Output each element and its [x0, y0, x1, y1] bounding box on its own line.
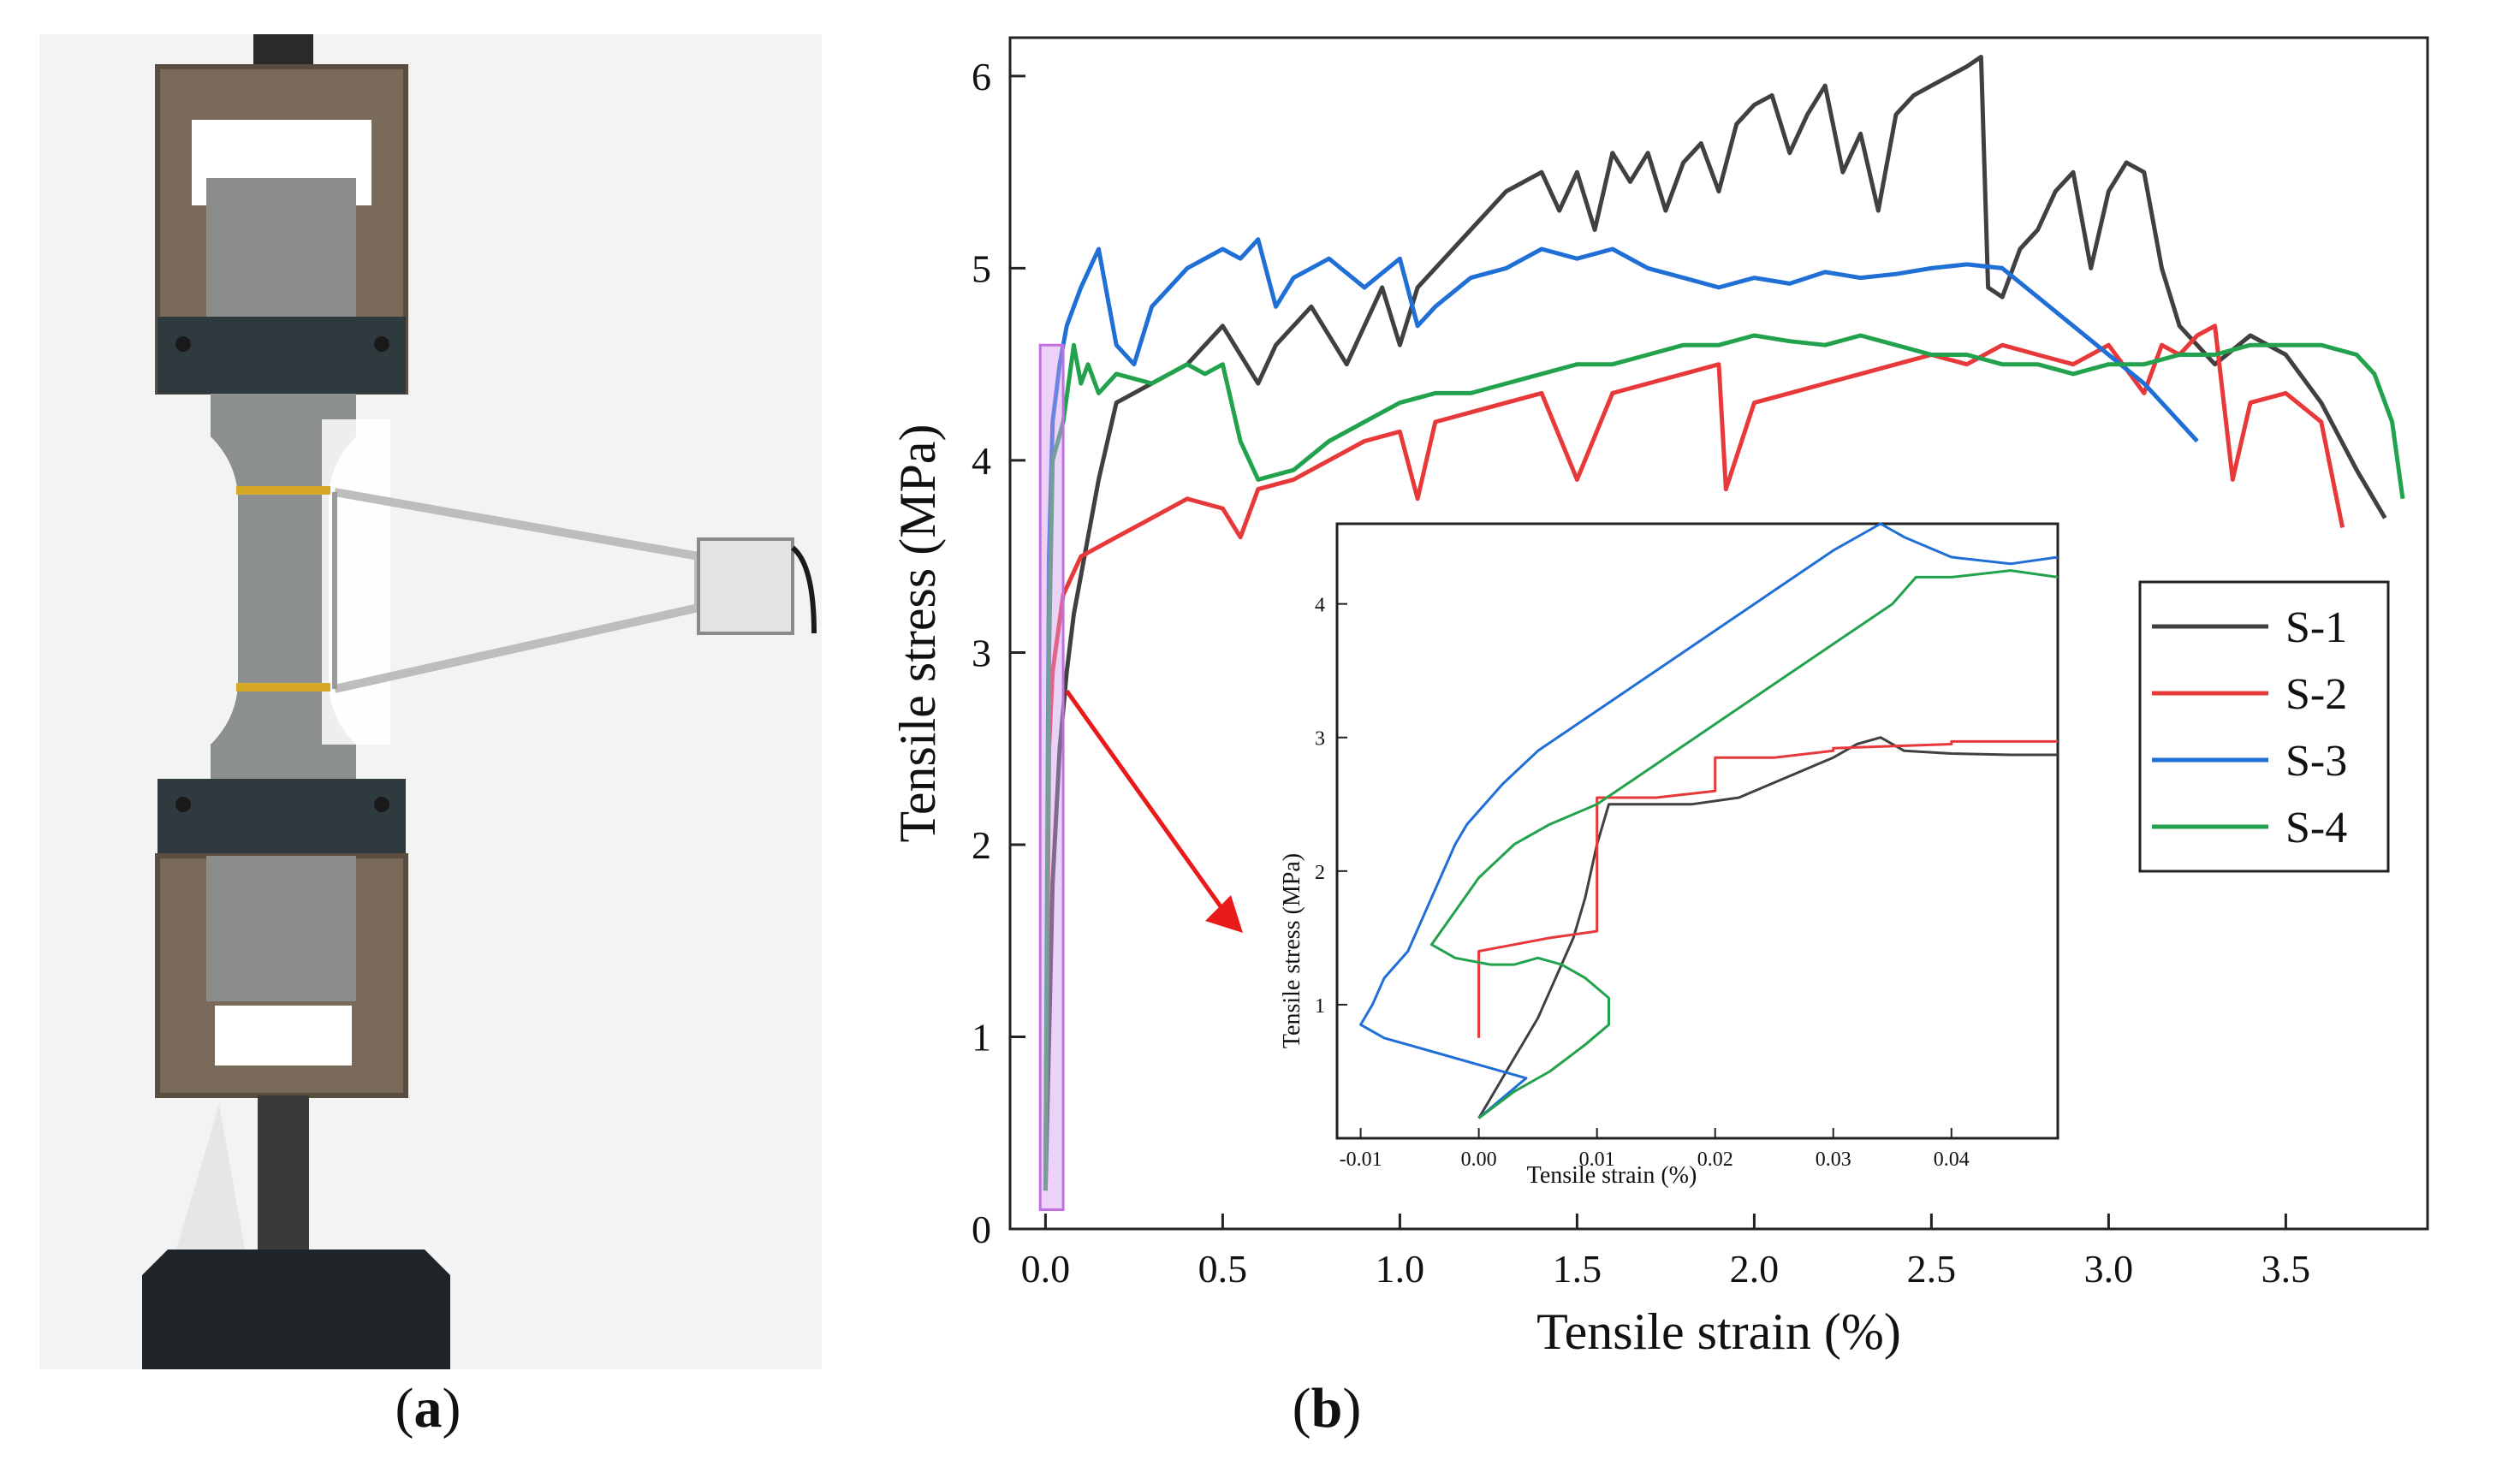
legend-box: [2138, 580, 2390, 873]
legend-label: S-2: [2285, 670, 2347, 719]
y-tick-label: 3: [972, 631, 991, 674]
bolt-icon: [374, 797, 389, 812]
legend: S-1 S-2 S-3 S-4: [2138, 580, 2390, 873]
lower-clamp-window: [215, 1006, 352, 1065]
inset-y-tick-label: 3: [1315, 728, 1325, 751]
x-tick-label: 1.5: [1553, 1247, 1602, 1291]
inset-frame: [1335, 522, 2059, 1140]
main-series-group: [1043, 55, 2405, 1191]
legend-label: S-3: [2285, 737, 2347, 786]
x-tick-label: 2.5: [1907, 1247, 1957, 1291]
inset-x-tick-label: 0.01: [1579, 1149, 1615, 1171]
inset-y-axis-label: Tensile stress (MPa): [1279, 853, 1305, 1048]
x-tick-label: 3.5: [2261, 1247, 2311, 1291]
zoom-arrowhead: [1205, 895, 1243, 933]
y-tick-label: 0: [972, 1208, 991, 1251]
bolt-icon: [374, 336, 389, 352]
plot-frame: [1008, 36, 2429, 1231]
joint-shadow: [176, 1104, 245, 1249]
lvdt-sensor: [697, 537, 794, 635]
y-tick-label: 5: [972, 246, 991, 290]
inset-y-tick-label: 4: [1315, 595, 1325, 617]
top-rod: [253, 34, 313, 68]
inset-series-line-s-4: [1429, 569, 2059, 1119]
inset-series-line-s-1: [1477, 736, 2058, 1119]
inset-y-tick-label: 1: [1315, 995, 1325, 1018]
series-line-s-1: [1043, 55, 2387, 1191]
caption-b: (b): [1292, 1377, 1362, 1439]
inset-x-tick-label: 0.04: [1934, 1149, 1970, 1171]
x-tick-label: 2.0: [1730, 1247, 1779, 1291]
x-tick-label: 0.5: [1198, 1247, 1248, 1291]
bolt-icon: [175, 797, 191, 812]
x-axis-label: Tensile strain (%): [1536, 1303, 1901, 1360]
series-line-s-2: [1043, 323, 2345, 1172]
y-tick-label: 1: [972, 1015, 991, 1059]
caption-a: (a): [395, 1377, 461, 1439]
chart-panel: 0.0 0.5 1.0 1.5 2.0 2.5 3.0 3.5 0 1 2 3 4 5 6 -0.01 0.0…: [856, 0, 2520, 1474]
lower-clamp-plate: [158, 779, 406, 856]
lower-rubber-band: [236, 683, 330, 692]
series-line-s-4: [1043, 333, 2405, 1191]
x-tick-label: 0.0: [1021, 1247, 1071, 1291]
inset-chart: -0.01 0.00 0.01 0.02 0.03 0.04 1 2 3 4 Tensile str…: [1065, 522, 2059, 1189]
inset-x-tick-label: 0.03: [1816, 1149, 1851, 1171]
y-axis-label: Tensile stress (MPa): [889, 424, 946, 842]
inset-x-tick-label: -0.01: [1340, 1149, 1382, 1171]
x-tick-label: 1.0: [1376, 1247, 1425, 1291]
test-setup-photo: [39, 34, 822, 1369]
x-tick-label: 3.0: [2084, 1247, 2134, 1291]
photo-drawing: [39, 34, 822, 1369]
bolt-icon: [175, 336, 191, 352]
upper-rubber-band: [236, 486, 330, 495]
upper-clamp-plate: [158, 317, 406, 394]
y-tick-label: 2: [972, 823, 991, 867]
inset-x-tick-label: 0.02: [1697, 1149, 1733, 1171]
legend-label: S-4: [2285, 804, 2347, 852]
zoom-arrow: [1065, 689, 1233, 923]
legend-label: S-1: [2285, 603, 2347, 652]
universal-joint: [258, 1095, 309, 1267]
series-line-s-3: [1043, 237, 2199, 1191]
y-tick-label: 6: [972, 55, 991, 98]
inset-x-axis-label: Tensile strain (%): [1527, 1162, 1697, 1189]
inset-region-highlight: [1038, 343, 1065, 1212]
y-tick-label: 4: [972, 439, 991, 483]
lower-specimen-block: [206, 856, 356, 1001]
inset-series-line-s-2: [1477, 739, 2058, 1038]
inset-series-line-s-3: [1359, 522, 2059, 1119]
inset-x-tick-label: 0.00: [1461, 1149, 1497, 1171]
inset-y-tick-label: 2: [1315, 862, 1325, 884]
machine-base: [142, 1249, 450, 1369]
sensor-cable: [790, 545, 817, 634]
main-axes: 0.0 0.5 1.0 1.5 2.0 2.5 3.0 3.5 0 1 2 3 4 5 6: [972, 36, 2429, 1291]
